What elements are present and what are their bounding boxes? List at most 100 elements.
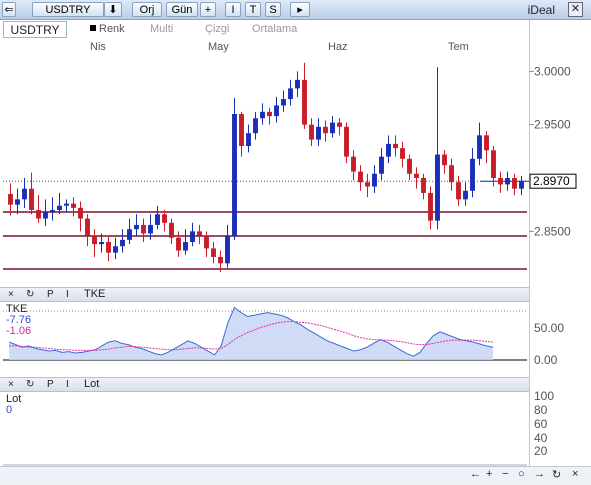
candle-body (442, 154, 447, 166)
refresh-icon[interactable]: ↻ (552, 469, 562, 481)
candle-body (372, 173, 377, 187)
candle-body (505, 178, 510, 185)
candle-body (379, 156, 384, 174)
more-button[interactable]: ▸ (290, 2, 310, 17)
candle-body (57, 205, 62, 210)
tke-line (8, 306, 494, 357)
candle-body (190, 231, 195, 242)
tke-p-button[interactable]: P (47, 289, 54, 300)
candle-body (134, 224, 139, 230)
candle-body (316, 126, 321, 140)
lot-refresh-icon[interactable]: ↻ (26, 379, 35, 390)
candle-body (127, 229, 132, 240)
candle-body (309, 124, 314, 140)
candle-body (50, 210, 55, 213)
tke-panel-title: TKE (84, 288, 106, 300)
lot-i-button[interactable]: I (66, 379, 69, 390)
candle-body (351, 156, 356, 172)
tke-signal-line (9, 321, 494, 351)
candle-body (22, 188, 27, 200)
window-nav-button[interactable]: ⇐ (2, 2, 16, 17)
reset-zoom-icon[interactable]: ○ (518, 468, 525, 480)
candle-body (43, 212, 48, 219)
candle-body (421, 178, 426, 193)
tke-panel-bar: × ↻ P I TKE (0, 287, 529, 302)
candle-body (484, 135, 489, 151)
multi-menu[interactable]: Multi (150, 23, 174, 35)
candle-body (260, 111, 265, 119)
candle-body (393, 143, 398, 149)
candle-body (414, 173, 419, 178)
close-icon[interactable]: ✕ (568, 2, 583, 17)
tke-area (9, 307, 493, 360)
candle-body (365, 182, 370, 187)
candle-body (512, 178, 517, 189)
symbol-tab[interactable]: USDTRY (3, 21, 67, 38)
color-menu[interactable]: Renk (90, 23, 125, 35)
candle-body (253, 118, 258, 134)
candle-body (225, 235, 230, 264)
candle-body (36, 210, 41, 219)
status-close-icon[interactable]: × (572, 468, 579, 480)
tke-i-button[interactable]: I (66, 289, 69, 300)
color-label: Renk (99, 23, 125, 35)
color-swatch-icon (90, 25, 96, 31)
candle-body (407, 158, 412, 174)
tke-value1: -7.76 (6, 314, 32, 326)
status-bar: ← + − ○ → ↻ × (0, 466, 591, 485)
period-avg-button[interactable]: Orj (132, 2, 162, 17)
zoom-in-icon[interactable]: + (486, 468, 493, 480)
candle-body (519, 181, 524, 189)
candle-body (71, 203, 76, 208)
indicator-t-button[interactable]: T (245, 2, 261, 17)
tke-refresh-icon[interactable]: ↻ (26, 289, 35, 300)
candle-body (197, 231, 202, 236)
candle-body (64, 203, 69, 206)
symbol-selector[interactable]: USDTRY (32, 2, 104, 17)
candle-body (288, 88, 293, 100)
candle-body (113, 246, 118, 253)
candle-body (274, 105, 279, 117)
candle-body (428, 192, 433, 221)
indicator-s-button[interactable]: S (265, 2, 281, 17)
candle-body (267, 111, 272, 117)
candle-body (246, 133, 251, 146)
lot-close-icon[interactable]: × (8, 379, 14, 390)
scroll-left-icon[interactable]: ← (470, 468, 481, 480)
average-menu[interactable]: Ortalama (252, 23, 298, 35)
candle-body (435, 154, 440, 221)
scroll-right-icon[interactable]: → (534, 468, 545, 480)
download-arrow-icon[interactable]: ⬇ (104, 2, 122, 17)
candle-body (295, 79, 300, 89)
candle-body (491, 150, 496, 178)
candle-body (456, 182, 461, 200)
month-label: Nis (90, 41, 106, 53)
lot-panel-bar: × ↻ P I Lot (0, 377, 529, 392)
add-button[interactable]: + (200, 2, 216, 17)
indicator-i-button[interactable]: I (225, 2, 241, 17)
candle-body (302, 79, 307, 125)
zoom-out-icon[interactable]: − (502, 468, 509, 480)
candle-body (218, 256, 223, 264)
candle-body (344, 126, 349, 157)
candle-body (141, 224, 146, 234)
candle-body (92, 235, 97, 245)
candle-body (106, 242, 111, 253)
app-name: iDeal (527, 3, 555, 17)
candle-body (155, 214, 160, 225)
candle-body (169, 222, 174, 238)
candle-body (120, 239, 125, 247)
candle-body (400, 148, 405, 159)
candle-body (162, 214, 167, 223)
tke-close-icon[interactable]: × (8, 289, 14, 300)
candle-body (281, 99, 286, 106)
draw-menu[interactable]: Çizgi (205, 23, 230, 35)
chart-header: USDTRY Renk Multi Çizgi Ortalama (0, 20, 591, 39)
lot-p-button[interactable]: P (47, 379, 54, 390)
period-day-button[interactable]: Gün (166, 2, 198, 17)
lot-panel-title: Lot (84, 378, 100, 390)
window-titlebar: ⇐ USDTRY ⬇ Orj Gün + I T S ▸ iDeal ✕ (0, 0, 591, 20)
candle-body (498, 178, 503, 185)
candle-body (78, 207, 83, 219)
